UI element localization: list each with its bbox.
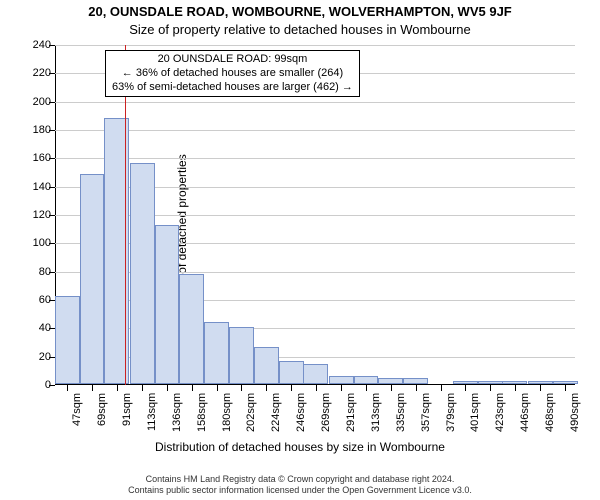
x-tick <box>316 385 317 391</box>
x-axis-line <box>55 384 575 385</box>
footer-attribution: Contains HM Land Registry data © Crown c… <box>0 474 600 496</box>
x-tick <box>92 385 93 391</box>
x-tick-label: 69sqm <box>96 393 108 426</box>
gridline <box>55 130 575 131</box>
histogram-bar <box>329 376 354 385</box>
x-tick-label: 246sqm <box>295 393 307 432</box>
footer-line1: Contains HM Land Registry data © Crown c… <box>0 474 600 485</box>
histogram-bar <box>229 327 254 384</box>
histogram-bar <box>55 296 80 384</box>
y-tick-label: 0 <box>23 379 51 391</box>
x-tick <box>291 385 292 391</box>
histogram-bar <box>478 381 503 384</box>
gridline <box>55 45 575 46</box>
annotation-box: 20 OUNSDALE ROAD: 99sqm ← 36% of detache… <box>105 50 360 97</box>
x-tick <box>565 385 566 391</box>
x-tick-label: 136sqm <box>171 393 183 432</box>
histogram-bar <box>130 163 155 384</box>
x-tick <box>67 385 68 391</box>
x-tick-label: 47sqm <box>71 393 83 426</box>
x-tick <box>465 385 466 391</box>
x-tick <box>341 385 342 391</box>
histogram-bar <box>453 381 478 384</box>
x-tick-label: 269sqm <box>320 393 332 432</box>
x-tick-label: 91sqm <box>121 393 133 426</box>
x-tick <box>117 385 118 391</box>
histogram-bar <box>354 376 379 385</box>
histogram-bar <box>502 381 527 384</box>
x-tick-label: 202sqm <box>245 393 257 432</box>
y-tick-label: 60 <box>23 294 51 306</box>
x-tick-label: 291sqm <box>345 393 357 432</box>
x-tick-label: 357sqm <box>420 393 432 432</box>
y-tick-label: 40 <box>23 322 51 334</box>
chart-title-line2: Size of property relative to detached ho… <box>0 22 600 37</box>
histogram-bar <box>378 378 403 384</box>
y-tick-label: 200 <box>23 96 51 108</box>
footer-line2: Contains public sector information licen… <box>0 485 600 496</box>
x-tick-label: 468sqm <box>544 393 556 432</box>
x-tick <box>217 385 218 391</box>
chart-container: 20, OUNSDALE ROAD, WOMBOURNE, WOLVERHAMP… <box>0 0 600 500</box>
annotation-line3: 63% of semi-detached houses are larger (… <box>112 81 353 95</box>
histogram-bar <box>179 274 204 385</box>
annotation-line1: 20 OUNSDALE ROAD: 99sqm <box>112 53 353 67</box>
y-tick-label: 80 <box>23 266 51 278</box>
x-tick-label: 379sqm <box>445 393 457 432</box>
x-tick-label: 224sqm <box>270 393 282 432</box>
x-tick <box>490 385 491 391</box>
y-tick-label: 140 <box>23 181 51 193</box>
histogram-bar <box>279 361 304 384</box>
x-tick <box>391 385 392 391</box>
x-tick <box>167 385 168 391</box>
y-tick-label: 20 <box>23 351 51 363</box>
x-tick <box>366 385 367 391</box>
x-tick-label: 313sqm <box>370 393 382 432</box>
x-tick <box>540 385 541 391</box>
histogram-bar <box>155 225 180 384</box>
histogram-bar <box>303 364 328 384</box>
x-tick-label: 446sqm <box>519 393 531 432</box>
histogram-bar <box>553 381 578 384</box>
histogram-bar <box>403 378 428 384</box>
x-tick <box>416 385 417 391</box>
x-tick <box>241 385 242 391</box>
x-tick <box>266 385 267 391</box>
histogram-bar <box>528 381 553 384</box>
x-tick-label: 158sqm <box>196 393 208 432</box>
annotation-line2: ← 36% of detached houses are smaller (26… <box>112 67 353 81</box>
histogram-bar <box>254 347 279 384</box>
y-tick-label: 220 <box>23 67 51 79</box>
chart-title-line1: 20, OUNSDALE ROAD, WOMBOURNE, WOLVERHAMP… <box>0 4 600 19</box>
y-tick-label: 160 <box>23 152 51 164</box>
histogram-bar <box>204 322 229 384</box>
x-tick-label: 401sqm <box>469 393 481 432</box>
x-tick <box>142 385 143 391</box>
y-tick-label: 180 <box>23 124 51 136</box>
histogram-bar <box>80 174 105 384</box>
gridline <box>55 102 575 103</box>
x-axis-label: Distribution of detached houses by size … <box>0 440 600 454</box>
x-tick <box>192 385 193 391</box>
x-tick-label: 423sqm <box>494 393 506 432</box>
x-tick <box>441 385 442 391</box>
y-tick-label: 120 <box>23 209 51 221</box>
x-tick-label: 113sqm <box>146 393 158 431</box>
y-tick-label: 240 <box>23 39 51 51</box>
x-tick-label: 180sqm <box>221 393 233 432</box>
x-tick-label: 490sqm <box>569 393 581 432</box>
x-tick-label: 335sqm <box>395 393 407 432</box>
y-tick-label: 100 <box>23 237 51 249</box>
x-tick <box>515 385 516 391</box>
gridline <box>55 158 575 159</box>
